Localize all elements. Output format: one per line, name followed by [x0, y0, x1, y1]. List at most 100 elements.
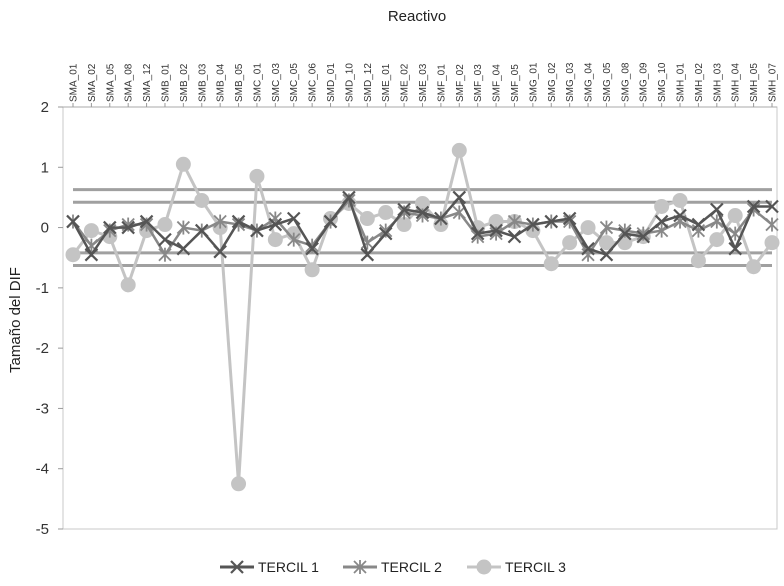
data-point-tercil-2	[287, 232, 301, 247]
x-tick-label: SMA_05	[105, 63, 116, 102]
x-tick-label: SMC_03	[271, 63, 282, 102]
x-tick-label: SMC_05	[289, 63, 300, 102]
data-point-tercil-1	[581, 241, 595, 256]
x-tick-label: SMH_02	[694, 63, 705, 102]
data-point-tercil-3	[231, 476, 247, 492]
x-tick-label: SMC_01	[252, 63, 263, 102]
data-point-tercil-1	[286, 211, 301, 226]
y-axis-title: Tamaño del DIF	[7, 267, 24, 373]
data-point-tercil-1	[323, 214, 338, 229]
legend: TERCIL 1 TERCIL 2 TERCIL 3	[220, 559, 566, 575]
x-tick-label: SMC_06	[308, 63, 319, 102]
data-point-tercil-1	[765, 199, 779, 214]
data-point-tercil-3	[267, 232, 283, 248]
legend-marker	[230, 560, 244, 574]
data-point-tercil-3	[543, 256, 559, 272]
x-tick-label: SMH_03	[712, 63, 723, 102]
data-point-tercil-1	[618, 226, 632, 241]
data-point-tercil-3	[83, 223, 99, 239]
data-point-tercil-1	[103, 220, 117, 235]
x-tick-label: SMG_05	[602, 62, 613, 102]
data-point-tercil-1	[544, 214, 559, 229]
x-tick-label: SMD_12	[363, 63, 374, 102]
x-tick-label: SMA_01	[69, 63, 80, 102]
data-point-tercil-3	[65, 247, 81, 263]
data-point-tercil-1	[415, 205, 430, 220]
data-point-tercil-1	[231, 214, 246, 229]
data-point-tercil-1	[710, 202, 724, 217]
data-point-tercil-3	[194, 192, 210, 208]
data-point-tercil-2	[452, 205, 466, 220]
data-point-tercil-3	[175, 156, 191, 172]
data-point-tercil-1	[746, 199, 761, 214]
x-tick-label: SMB_03	[197, 63, 208, 102]
data-point-tercil-3	[562, 235, 578, 251]
data-point-tercil-3	[378, 205, 394, 220]
data-point-tercil-1	[176, 241, 191, 256]
data-point-tercil-1	[673, 208, 687, 223]
x-tick-label: SMH_04	[731, 63, 742, 102]
x-tick-label: SMB_02	[179, 63, 190, 102]
x-tick-label: SMD_10	[344, 63, 355, 102]
data-point-tercil-2	[489, 226, 503, 241]
data-point-tercil-1	[397, 202, 411, 217]
legend-marker	[353, 560, 367, 574]
data-point-tercil-1	[489, 223, 503, 238]
data-point-tercil-3	[451, 142, 467, 158]
x-tick-label: SMG_09	[639, 62, 650, 102]
x-tick-label: SMG_03	[565, 62, 576, 102]
data-point-tercil-3	[580, 220, 596, 236]
data-point-tercil-3	[120, 277, 136, 293]
data-point-tercil-3	[359, 211, 375, 227]
data-point-tercil-1	[268, 217, 283, 232]
series-tercil-1	[66, 190, 779, 262]
data-point-tercil-1	[250, 223, 264, 238]
data-point-tercil-1	[526, 217, 540, 232]
y-tick-label: 0	[41, 220, 49, 237]
data-point-tercil-3	[396, 217, 412, 233]
y-tick-label: 1	[41, 159, 49, 176]
x-tick-label: SMH_01	[676, 63, 687, 102]
data-point-tercil-3	[598, 235, 614, 251]
x-tick-label: SMF_05	[510, 64, 521, 102]
data-point-tercil-1	[305, 241, 319, 256]
data-point-tercil-1	[728, 241, 742, 256]
data-point-tercil-3	[709, 232, 725, 248]
data-point-tercil-2	[176, 220, 191, 235]
x-tick-label: SMG_08	[620, 62, 631, 102]
data-point-tercil-1	[213, 244, 227, 259]
data-point-tercil-1	[507, 229, 522, 244]
plot-frame	[62, 106, 778, 530]
data-point-tercil-3	[654, 198, 670, 214]
data-point-tercil-1	[121, 220, 135, 235]
data-point-tercil-1	[434, 211, 448, 226]
data-point-tercil-3	[304, 262, 320, 278]
x-tick-label: SMF_02	[455, 64, 466, 102]
data-point-tercil-1	[452, 190, 467, 205]
data-point-tercil-1	[691, 217, 706, 232]
y-tick-label: -5	[36, 521, 49, 538]
x-axis-title: Reactivo	[388, 8, 446, 25]
data-point-tercil-2	[507, 214, 522, 229]
data-point-tercil-2	[158, 247, 172, 262]
x-tick-label: SMG_10	[657, 62, 668, 102]
data-point-tercil-2	[139, 217, 154, 232]
data-point-tercil-3	[249, 168, 265, 184]
legend-label: TERCIL 3	[505, 559, 566, 575]
data-point-tercil-2	[765, 217, 779, 232]
legend-item-tercil-1: TERCIL 1	[220, 559, 319, 575]
data-point-tercil-3	[690, 253, 706, 269]
y-tick-label: 2	[41, 99, 49, 116]
data-point-tercil-3	[157, 217, 173, 233]
x-tick-label: SMH_07	[768, 63, 779, 102]
data-point-tercil-1	[342, 190, 356, 205]
data-point-tercil-1	[360, 247, 375, 262]
data-point-tercil-1	[194, 223, 209, 238]
data-point-tercil-1	[84, 247, 99, 262]
data-point-tercil-3	[672, 192, 688, 208]
x-tick-label: SMF_01	[436, 64, 447, 102]
data-point-tercil-1	[636, 229, 651, 244]
legend-label: TERCIL 2	[381, 559, 442, 575]
